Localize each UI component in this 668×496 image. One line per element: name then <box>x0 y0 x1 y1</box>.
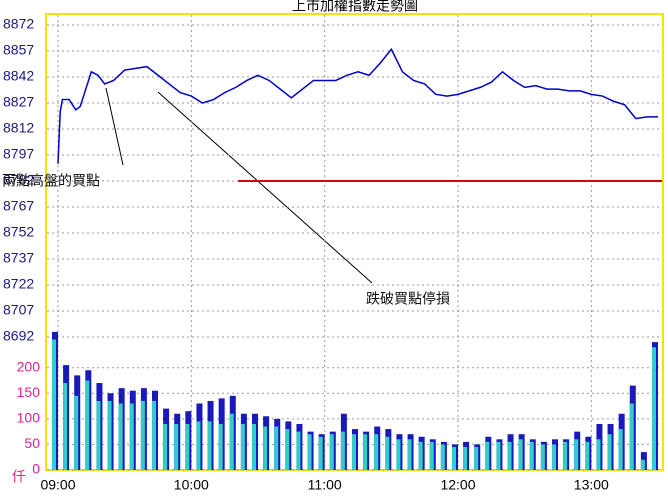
volume-bar <box>140 400 145 470</box>
volume-bar <box>118 403 123 470</box>
volume-bar <box>418 441 423 470</box>
plot-frame <box>45 13 664 471</box>
price-line <box>57 47 658 164</box>
annotation: 兩點高盤的買點 <box>2 173 100 189</box>
volume-bar <box>640 459 645 470</box>
volume-bar <box>529 441 534 470</box>
volume-bar <box>340 431 345 470</box>
volume-bar <box>629 403 634 470</box>
volume-bar <box>596 439 601 470</box>
volume-bar <box>185 423 190 470</box>
volume-bar <box>129 403 134 470</box>
volume-bar <box>218 423 223 470</box>
volume-bar <box>296 431 301 470</box>
volume-bar <box>85 380 90 470</box>
y-axis-label: 仟 <box>12 469 26 485</box>
annotation: 跌破買點停損 <box>366 291 450 307</box>
volume-bar <box>74 395 79 470</box>
volume-bar <box>240 423 245 470</box>
volume-bar <box>485 441 490 470</box>
x-tick-label: 09:00 <box>40 477 75 493</box>
volume-bar <box>607 434 612 470</box>
volume-bar <box>285 429 290 470</box>
volume-bar <box>474 446 479 470</box>
volume-bar <box>207 421 212 470</box>
y-tick-label: 100 <box>17 410 41 426</box>
volume-bar <box>385 436 390 470</box>
y-tick-label: 8722 <box>3 276 34 292</box>
volume-bar <box>374 434 379 470</box>
y-tick-label: 8827 <box>3 94 34 110</box>
volume-bar <box>507 441 512 470</box>
y-tick-label: 50 <box>24 435 40 451</box>
y-tick-label: 8707 <box>3 302 34 318</box>
volume-bar <box>585 441 590 470</box>
volume-bar <box>574 439 579 470</box>
y-tick-label: 8767 <box>3 198 34 214</box>
chart-title: 上市加權指數走勢圖 <box>292 0 418 14</box>
volume-bar <box>318 436 323 470</box>
volume-bar <box>496 441 501 470</box>
volume-bar <box>152 400 156 470</box>
y-tick-label: 8797 <box>3 146 34 162</box>
volume-bar <box>163 423 168 470</box>
y-tick-label: 200 <box>17 358 41 374</box>
volume-bar <box>518 439 523 470</box>
volume-bar <box>196 421 201 470</box>
volume-bar <box>174 423 179 470</box>
x-tick-label: 12:00 <box>440 477 475 493</box>
volume-bar <box>274 426 279 470</box>
y-tick-label: 8842 <box>3 68 34 84</box>
volume-bar <box>363 434 368 470</box>
annotation-arrow <box>157 91 373 284</box>
volume-bar <box>263 426 268 470</box>
volume-bar <box>52 339 56 470</box>
volume-bar <box>429 441 434 470</box>
volume-bar <box>307 434 312 470</box>
volume-bar <box>329 434 334 470</box>
y-tick-label: 0 <box>32 461 40 477</box>
volume-bar <box>540 444 545 470</box>
y-tick-label: 8737 <box>3 250 34 266</box>
y-tick-label: 150 <box>17 384 41 400</box>
y-tick-label: 8782 <box>3 172 34 188</box>
volume-bar <box>252 423 256 470</box>
annotation-arrow <box>105 87 124 166</box>
volume-bar <box>463 446 468 470</box>
volume-bar <box>452 446 456 470</box>
volume-bar <box>229 413 234 470</box>
x-tick-label: 13:00 <box>574 477 609 493</box>
y-tick-label: 8752 <box>3 224 34 240</box>
volume-bar <box>396 439 401 470</box>
volume-bar <box>552 444 556 470</box>
volume-bar <box>63 383 68 470</box>
volume-bar <box>563 441 568 470</box>
volume-bar <box>107 400 112 470</box>
volume-bar <box>618 429 623 470</box>
x-tick-label: 11:00 <box>308 477 342 493</box>
y-tick-label: 8812 <box>3 120 34 136</box>
x-tick-label: 10:00 <box>174 477 209 493</box>
volume-bar <box>96 400 101 470</box>
volume-bar <box>407 439 412 470</box>
y-tick-label: 8857 <box>3 42 34 58</box>
volume-bar <box>440 444 445 470</box>
y-tick-label: 8692 <box>3 328 34 344</box>
y-tick-label: 8872 <box>3 16 34 32</box>
volume-bar <box>352 434 356 470</box>
volume-bar <box>652 347 656 470</box>
